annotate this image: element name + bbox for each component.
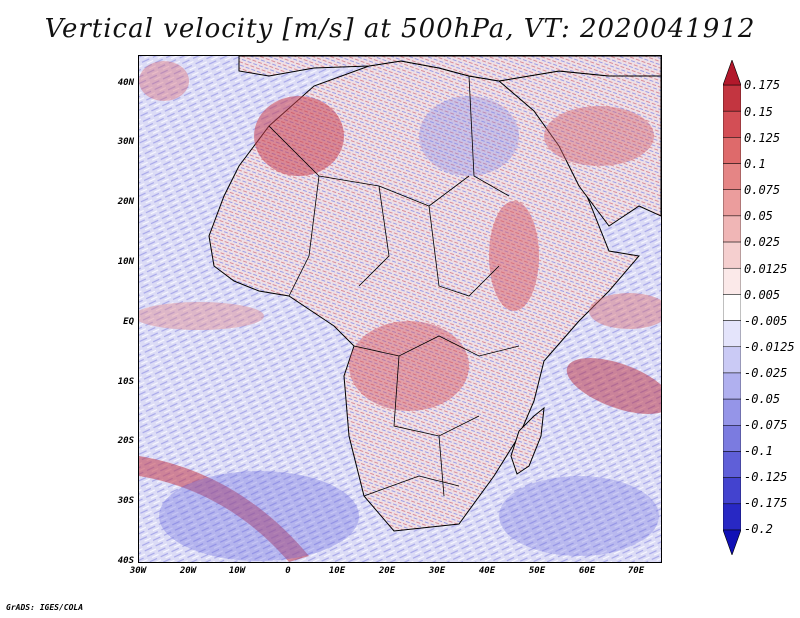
x-tick-label: 30W	[129, 566, 147, 576]
colorbar-label: 0.175	[744, 78, 781, 92]
colorbar-swatch	[723, 425, 741, 452]
colorbar-swatch	[723, 451, 741, 478]
x-tick-label: 10E	[328, 566, 346, 576]
colorbar-label: 0.005	[744, 288, 781, 302]
colorbar-label: -0.175	[744, 496, 788, 510]
colorbar-swatch	[723, 137, 741, 164]
colorbar-swatch	[723, 503, 741, 531]
y-tick-label: 20N	[117, 197, 134, 207]
x-tick-label: 60E	[578, 566, 596, 576]
country-borders	[268, 75, 520, 497]
credit-text: GrADS: IGES/COLA	[6, 603, 84, 612]
y-tick-label: 20S	[117, 436, 134, 446]
y-tick-label: EQ	[123, 317, 134, 327]
colorbar-swatches	[723, 84, 741, 531]
colorbar-top-arrow	[723, 60, 741, 86]
colorbar-swatch	[723, 294, 741, 321]
colorbar-swatch	[723, 267, 741, 295]
y-tick-label: 30S	[117, 496, 134, 506]
descent-south-atlantic	[159, 471, 359, 561]
colorbar-swatch	[723, 320, 741, 348]
colorbar-swatch	[723, 189, 741, 217]
colorbar-label: -0.025	[744, 366, 788, 380]
ascent-indian-ocean	[566, 358, 661, 414]
ascent-middle-east	[544, 106, 654, 166]
colorbar-swatch	[723, 398, 741, 426]
colorbar-swatch	[723, 346, 741, 374]
colorbar-label: -0.005	[744, 314, 788, 328]
x-tick-label: 50E	[528, 566, 546, 576]
colorbar-label: -0.125	[744, 470, 788, 484]
colorbar-label: 0.1	[744, 157, 766, 171]
x-tick-label: 10W	[228, 566, 246, 576]
x-tick-label: 20E	[378, 566, 396, 576]
x-tick-label: 30E	[428, 566, 446, 576]
x-tick-label: 40E	[478, 566, 496, 576]
ascent-ethiopia	[489, 201, 539, 311]
x-tick-label: 0	[285, 566, 291, 576]
colorbar-swatch	[723, 477, 741, 505]
chart-title: Vertical velocity [m/s] at 500hPa, VT: 2…	[44, 14, 756, 44]
colorbar-label: -0.2	[744, 522, 773, 536]
colorbar-swatch	[723, 110, 741, 138]
colorbar-label: 0.15	[744, 105, 773, 119]
x-tick-label: 70E	[627, 566, 645, 576]
y-tick-label: 40S	[117, 556, 134, 566]
ascent-south-atlantic-band	[139, 456, 309, 562]
colorbar-label: 0.125	[744, 131, 781, 145]
vertical-velocity-field	[139, 56, 661, 562]
colorbar-swatch	[723, 163, 741, 190]
madagascar	[510, 406, 545, 475]
colorbar-label: 0.075	[744, 183, 781, 197]
y-tick-label: 30N	[117, 137, 134, 147]
descent-egypt	[419, 96, 519, 176]
y-tick-label: 10N	[117, 257, 134, 267]
y-tick-label: 40N	[117, 78, 134, 88]
colorbar-label: -0.075	[744, 418, 788, 432]
ascent-northeast-atlantic	[139, 61, 189, 101]
ascent-itcz-atlantic	[139, 302, 264, 330]
ascent-northwest-africa	[254, 96, 344, 176]
colorbar-swatch	[723, 215, 741, 243]
colorbar-label: 0.05	[744, 209, 773, 223]
colorbar	[723, 60, 741, 555]
y-tick-label: 10S	[117, 377, 134, 387]
descent-south-indian	[499, 476, 659, 556]
colorbar-label: -0.05	[744, 392, 781, 406]
map-panel[interactable]	[138, 55, 662, 563]
colorbar-swatch	[723, 372, 741, 400]
ascent-arabian-sea	[589, 293, 661, 329]
ascent-central-africa	[349, 321, 469, 411]
colorbar-bottom-arrow	[723, 529, 741, 555]
colorbar-label: -0.0125	[744, 340, 795, 354]
europe-landmass	[238, 56, 661, 82]
colorbar-label: -0.1	[744, 444, 773, 458]
x-tick-label: 20W	[179, 566, 197, 576]
colorbar-label: 0.025	[744, 235, 781, 249]
colorbar-label: 0.0125	[744, 262, 788, 276]
colorbar-swatch	[723, 241, 741, 269]
colorbar-swatch	[723, 84, 741, 112]
